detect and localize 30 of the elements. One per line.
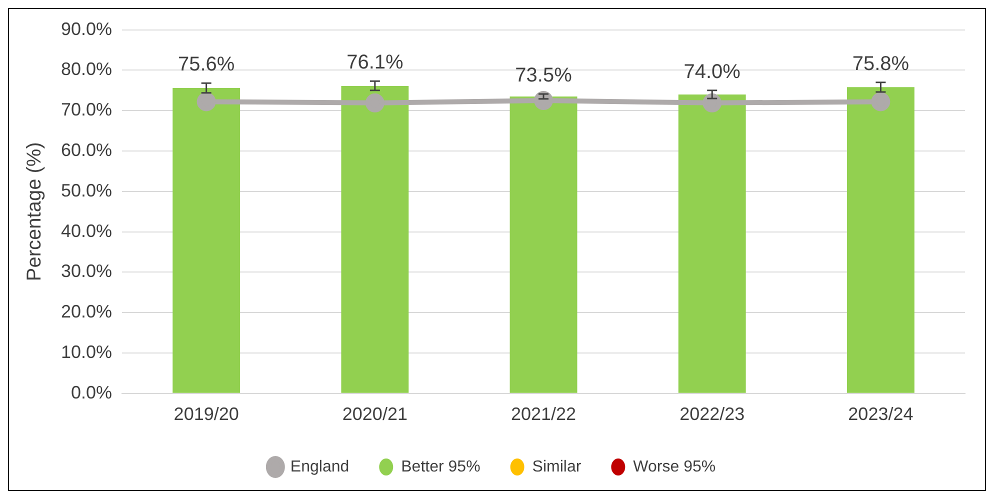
y-tick-label: 70.0%: [60, 100, 112, 120]
legend-label: England: [290, 458, 350, 476]
bar: [510, 96, 578, 393]
y-tick-label: 10.0%: [60, 342, 112, 362]
y-tick-label: 20.0%: [60, 302, 112, 322]
y-tick-label: 40.0%: [60, 220, 112, 241]
x-tick-label: 2022/23: [680, 404, 745, 424]
bar: [846, 87, 914, 393]
y-axis-title: Percentage (%): [24, 142, 46, 282]
y-tick-label: 60.0%: [60, 140, 112, 160]
legend-label: Worse 95%: [633, 458, 716, 476]
data-label: 75.6%: [178, 54, 235, 76]
data-label: 75.8%: [852, 52, 910, 75]
y-tick-label: 50.0%: [60, 180, 112, 200]
x-tick-label: 2019/20: [174, 404, 239, 424]
bar: [341, 86, 409, 393]
y-tick-label: 30.0%: [60, 261, 112, 282]
bar: [678, 94, 746, 393]
legend-label: Better 95%: [401, 458, 480, 476]
y-tick-label: 0.0%: [71, 382, 112, 402]
y-tick-label: 90.0%: [60, 18, 112, 39]
data-label: 74.0%: [684, 60, 741, 83]
data-label: 76.1%: [346, 52, 404, 74]
x-tick-label: 2020/21: [342, 404, 408, 424]
legend-label: Similar: [532, 458, 582, 476]
y-tick-label: 80.0%: [60, 59, 112, 80]
x-tick-label: 2021/22: [510, 404, 576, 424]
data-label: 73.5%: [515, 64, 572, 87]
x-tick-label: 2023/24: [848, 404, 914, 424]
bar: [172, 88, 240, 393]
